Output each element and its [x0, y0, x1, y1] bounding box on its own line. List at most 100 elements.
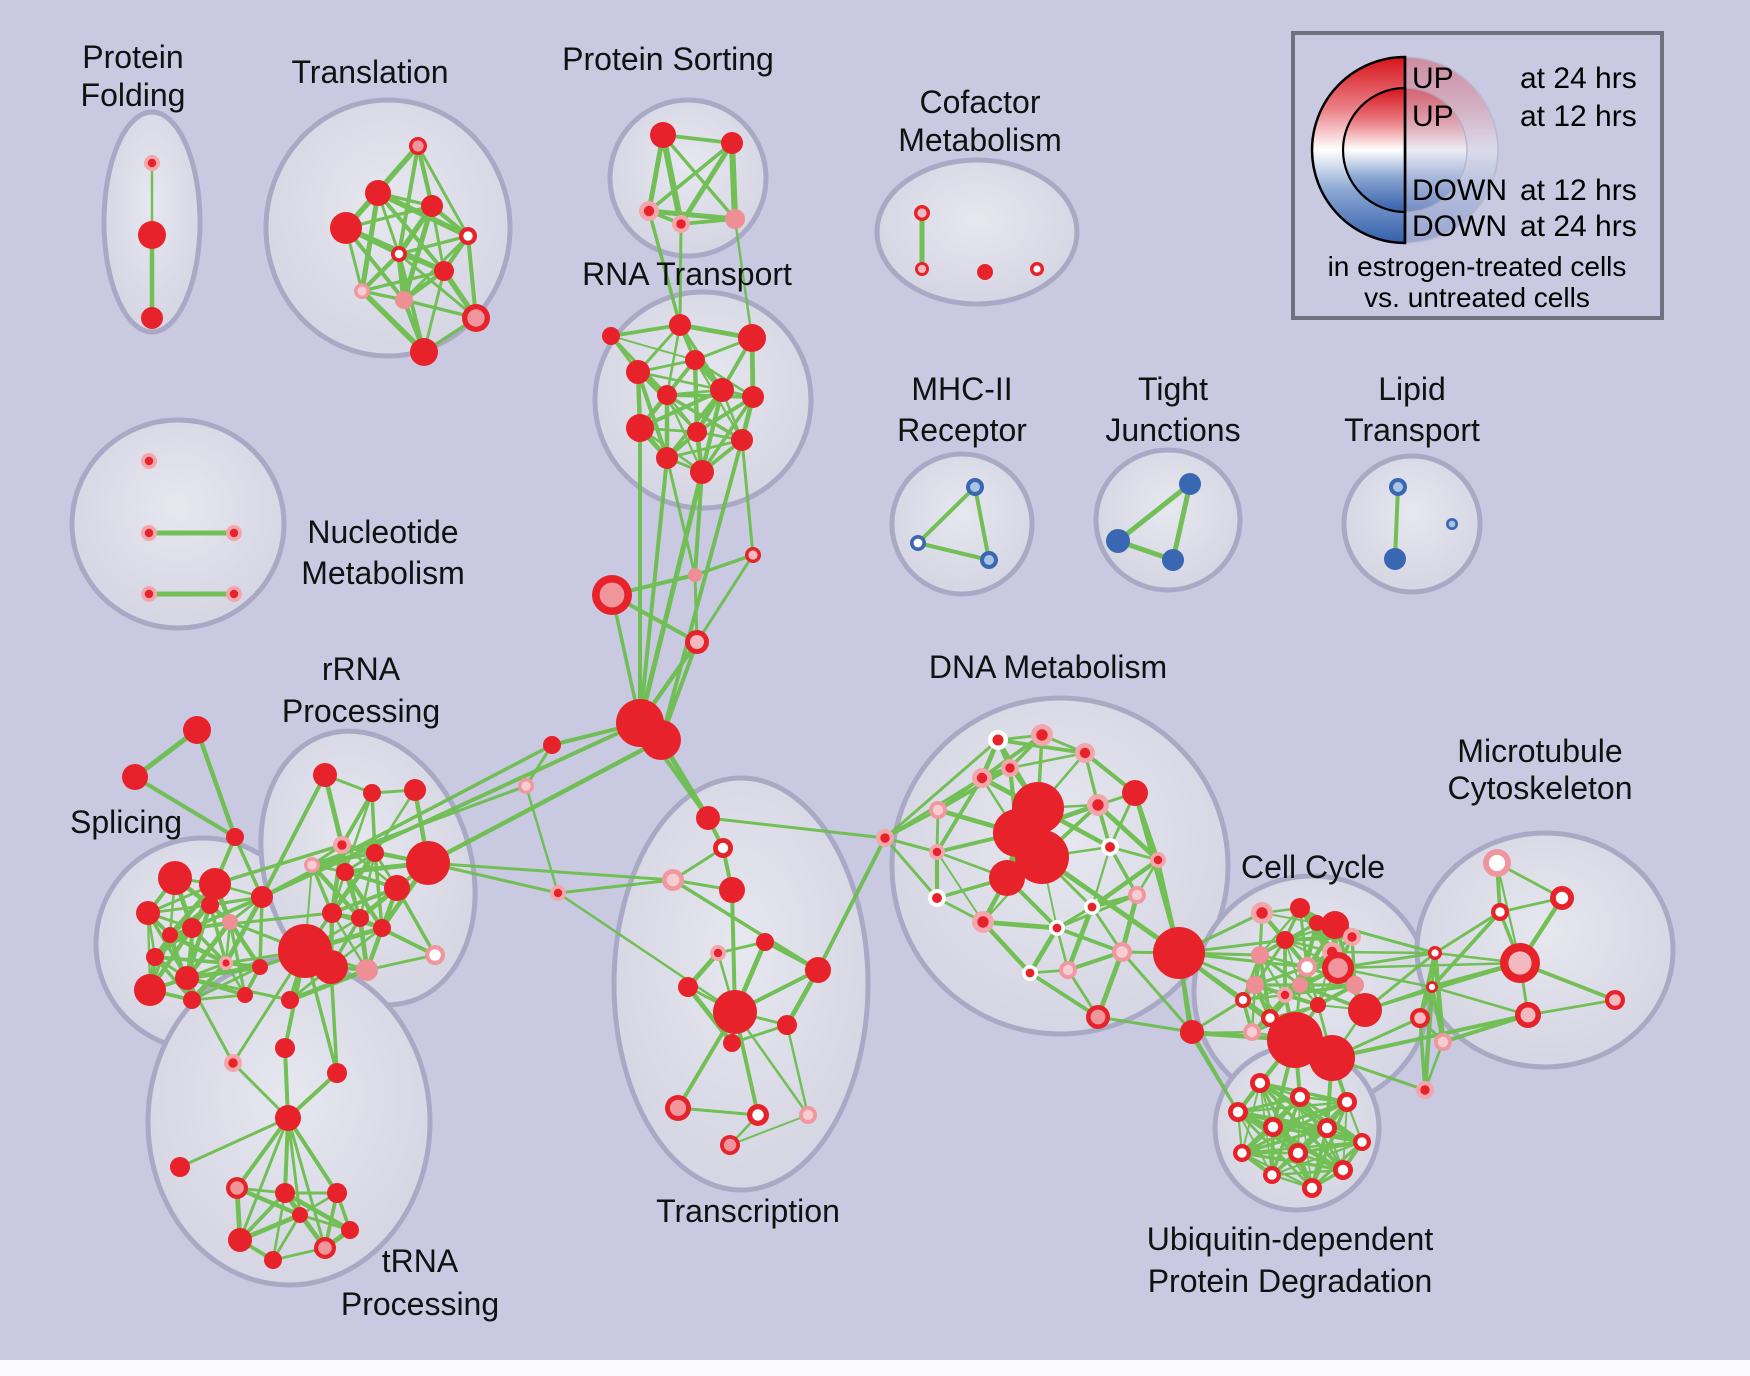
node-core [1488, 854, 1506, 872]
edge [706, 816, 887, 840]
node-core [913, 538, 923, 548]
node-core [1280, 990, 1290, 1000]
node-redring-white [459, 227, 477, 245]
node-redring-white [1235, 992, 1251, 1008]
cluster-label-ubiquitin-degradation: Ubiquitin-dependent [1147, 1221, 1434, 1257]
node-core [1448, 520, 1456, 528]
node-core [406, 841, 450, 885]
node-red [406, 841, 450, 885]
cluster-ellipse-lipid-transport [1341, 453, 1483, 595]
node-pinkring-light [1434, 1033, 1452, 1051]
node-core [307, 860, 317, 870]
node-pinkring-red [333, 836, 351, 854]
node-red [122, 764, 148, 790]
node-red [543, 736, 561, 754]
node-core [228, 1228, 252, 1252]
edge [883, 808, 940, 840]
node-core [230, 1181, 244, 1195]
node-red [690, 460, 714, 484]
node-pinkring-white [425, 945, 445, 965]
node-core [351, 909, 369, 927]
cluster-ellipse-translation [263, 97, 513, 359]
node-core [917, 208, 927, 218]
edge [1526, 998, 1617, 1017]
node-core [314, 950, 348, 984]
edge [1242, 984, 1301, 1001]
node-core [1256, 907, 1268, 919]
node-core [1267, 1012, 1323, 1068]
node-layer [122, 122, 1625, 1269]
edge [309, 862, 363, 921]
node-core [365, 180, 391, 206]
edge [1258, 906, 1302, 957]
node-red [136, 901, 160, 925]
node-core [1267, 1170, 1277, 1180]
node-core [412, 140, 424, 152]
node-core [410, 338, 438, 366]
node-core [1251, 946, 1269, 964]
edge [638, 388, 724, 430]
node-red [170, 1157, 190, 1177]
edge [373, 851, 384, 930]
node-red [1015, 830, 1069, 884]
node-redring-white [1317, 1118, 1337, 1138]
node-pinkring-red [141, 586, 157, 602]
node-redring-pink [1515, 1002, 1541, 1028]
node-core [1341, 1096, 1353, 1108]
node-blue [1162, 549, 1184, 571]
edge [190, 965, 262, 1002]
node-core [183, 716, 211, 744]
node-red [1309, 915, 1325, 931]
node-whitering-red [1084, 899, 1100, 915]
node-core [313, 763, 337, 787]
edge [184, 902, 213, 981]
node-core [717, 842, 729, 854]
edge [329, 842, 345, 916]
node-redring-white [1491, 903, 1509, 921]
edge [980, 919, 1033, 976]
node-red [696, 806, 720, 830]
node-core [932, 847, 942, 857]
node-core [1036, 729, 1048, 741]
cluster-label-microtubule-cytoskeleton: Microtubule [1457, 733, 1622, 769]
node-pinkring-red [550, 885, 566, 901]
node-blue [1384, 548, 1406, 570]
edge [271, 1191, 287, 1262]
node-core [742, 386, 764, 408]
node-red [162, 927, 178, 943]
node-core [669, 314, 691, 336]
node-core [144, 589, 154, 599]
node-core [1431, 949, 1439, 957]
node-core [341, 1221, 359, 1239]
node-pinkring-red [141, 525, 157, 541]
edge [310, 851, 377, 867]
legend: UP at 24 hrs UP at 12 hrs DOWN at 12 hrs DOWN a… [1291, 31, 1664, 320]
node-core [395, 291, 413, 309]
node-red [322, 903, 342, 923]
node-core [1005, 763, 1015, 773]
node-pink [395, 291, 413, 309]
node-pink [1246, 976, 1264, 994]
node-core [1052, 923, 1062, 933]
node-core [182, 918, 202, 938]
node-red [182, 918, 202, 938]
node-redring-white [1337, 1092, 1357, 1112]
node-red [138, 221, 166, 249]
node-pinkring-red [1150, 852, 1166, 868]
node-core [880, 833, 890, 843]
node-core [710, 378, 734, 402]
edge [1108, 845, 1139, 897]
node-core [989, 860, 1025, 896]
node-pinkring-red [1343, 928, 1361, 946]
node-core [322, 903, 342, 923]
edge [330, 911, 369, 972]
node-red [330, 212, 362, 244]
node-core [275, 1038, 295, 1058]
edge [699, 387, 725, 475]
edge [1271, 1125, 1345, 1172]
node-core [752, 1109, 764, 1121]
edge [661, 133, 737, 221]
node-red [738, 324, 766, 352]
edge [695, 553, 755, 644]
